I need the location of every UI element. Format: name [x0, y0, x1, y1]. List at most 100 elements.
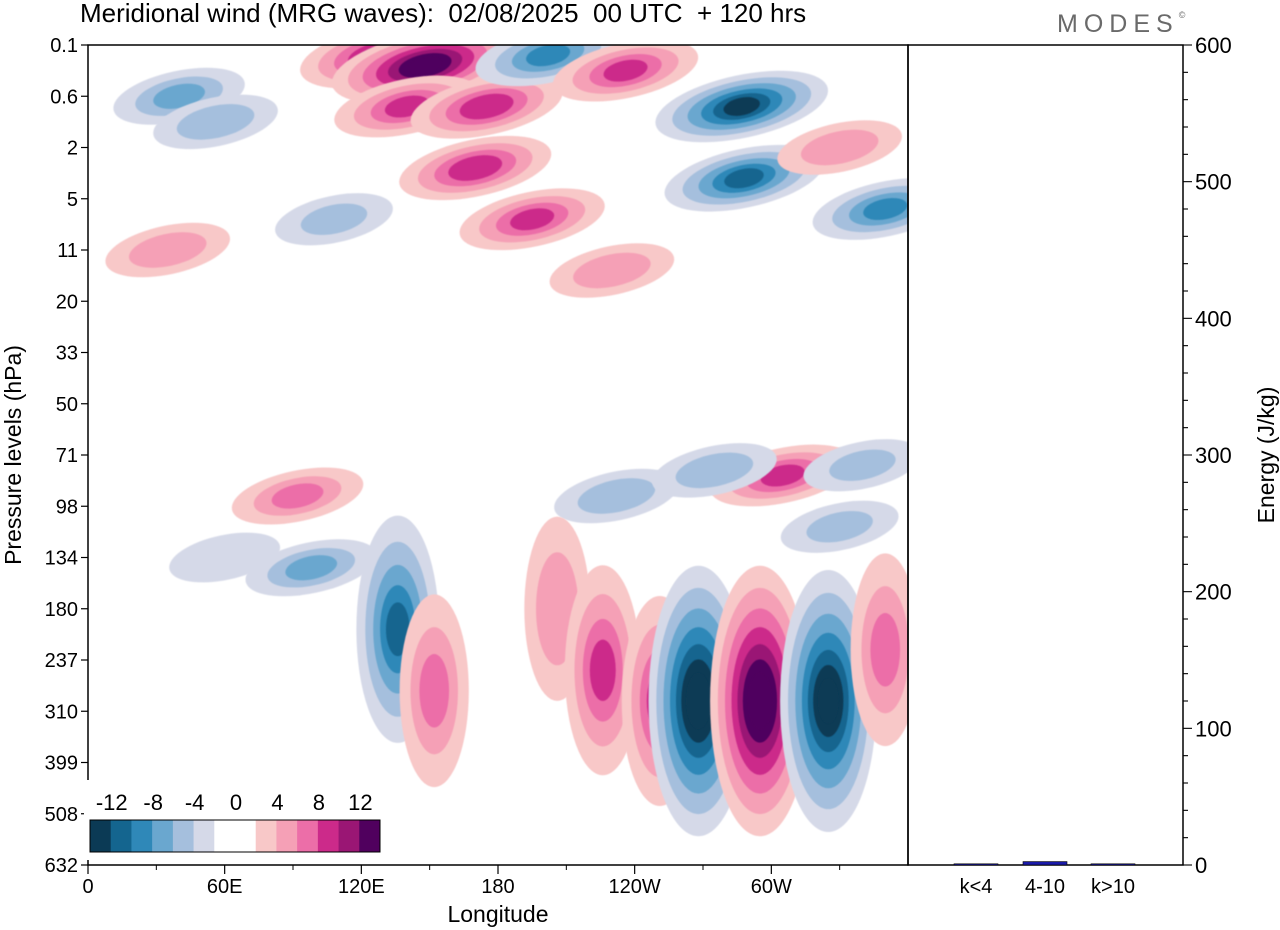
x-tick-label: 120E — [338, 876, 385, 898]
y-tick-label: 0.1 — [50, 35, 78, 57]
wind-cell — [153, 94, 278, 150]
wind-cell — [652, 443, 777, 498]
colorbar-bin — [110, 820, 132, 852]
contour-band — [448, 155, 503, 181]
colorbar: -12 -8 -4 0 4 8 12 — [84, 780, 386, 860]
contour-band — [800, 129, 879, 166]
colorbar-bin — [152, 820, 174, 852]
contour-band — [510, 208, 555, 231]
x-axis-label: Longitude — [447, 901, 548, 927]
y-tick-label: 134 — [45, 548, 78, 570]
y-tick-label: 508 — [45, 804, 78, 826]
colorbar-tick-label: 0 — [230, 790, 242, 815]
colorbar-bin — [90, 820, 112, 852]
wind-cell — [780, 500, 899, 553]
modes-logo: MODES© — [1057, 10, 1185, 39]
contour-band — [153, 83, 205, 109]
y-tick-label: 98 — [56, 496, 78, 518]
contour-band — [603, 59, 648, 82]
contour-band — [459, 93, 514, 120]
energy-axis-label: Energy (J/kg) — [1253, 387, 1279, 524]
y-tick-label: 71 — [56, 445, 78, 467]
wind-cell — [850, 553, 908, 747]
energy-bar — [1022, 861, 1068, 866]
contour-band — [686, 672, 711, 730]
wind-cell — [459, 188, 605, 251]
colorbar-bin — [193, 820, 215, 852]
colorbar-bin — [214, 820, 236, 852]
wind-cell — [410, 74, 563, 139]
colorbar-frame — [89, 819, 381, 853]
energy-panel: 0 100 200 300 400 500 600 Energy (J/kg) k<4 4-10 k… — [907, 33, 1279, 898]
energy-tick-label: 100 — [1195, 716, 1232, 741]
wind-cell — [399, 594, 469, 788]
y-tick-label: 399 — [45, 753, 78, 775]
contour-band — [760, 464, 805, 487]
colorbar-tick-label: -12 — [96, 790, 128, 815]
wind-cell — [803, 439, 908, 492]
contour-band — [806, 511, 873, 543]
y-tick-label: 5 — [67, 189, 78, 211]
contour-band — [176, 104, 255, 140]
y-tick-label: 2 — [67, 138, 78, 160]
energy-frame — [907, 44, 1184, 866]
energy-tick-label: 300 — [1195, 443, 1232, 468]
chart-title: Meridional wind (MRG waves): 02/08/2025 … — [80, 0, 807, 28]
wind-cell — [554, 468, 679, 524]
energy-tick-label: 500 — [1195, 170, 1232, 195]
x-tick-label: 0 — [82, 876, 93, 898]
wind-cell — [105, 222, 231, 278]
contour-band — [408, 56, 443, 75]
contour-band — [285, 555, 338, 581]
colorbar-bin — [338, 820, 360, 852]
wind-cell — [710, 565, 810, 837]
colorbar-tick-label: 8 — [313, 790, 325, 815]
contour-band — [870, 612, 901, 687]
colorbar-bin — [255, 820, 277, 852]
contour-band — [385, 602, 410, 657]
contour-band — [573, 252, 651, 289]
wind-cell — [245, 539, 377, 597]
colorbar-tick-label: -8 — [143, 790, 163, 815]
contour-band — [817, 678, 839, 724]
contour-band — [675, 452, 754, 489]
y-tick-label: 33 — [56, 343, 78, 365]
wind-cell — [399, 135, 552, 201]
wind-cell — [552, 45, 699, 102]
energy-tick-label: 0 — [1195, 853, 1207, 878]
wind-cell — [777, 120, 902, 175]
energy-tick-label: 200 — [1195, 580, 1232, 605]
colorbar-bin — [359, 820, 381, 852]
y-tick-label: 237 — [45, 650, 78, 672]
contour-band — [863, 198, 908, 220]
y-tick-label: 310 — [45, 701, 78, 723]
colorbar-bin — [317, 820, 339, 852]
contour-band — [419, 653, 450, 728]
energy-category-label: k<4 — [960, 876, 993, 898]
brand-name: MODES — [1057, 10, 1179, 38]
x-tick-label: 120W — [609, 876, 661, 898]
y-tick-label: 0.6 — [50, 86, 78, 108]
wind-cell — [564, 565, 641, 776]
colorbar-bin — [131, 820, 153, 852]
x-tick-label: 180 — [481, 876, 514, 898]
colorbar-bin — [276, 820, 298, 852]
contour-band — [271, 483, 324, 509]
contour-band — [128, 232, 207, 268]
wind-cell — [812, 178, 908, 240]
y-tick-label: 20 — [56, 291, 78, 313]
y-axis-label: Pressure levels (hPa) — [0, 345, 26, 565]
y-tick-label: 11 — [57, 240, 78, 262]
contour-band — [589, 639, 616, 701]
wind-cell — [231, 467, 364, 525]
x-tick-label: 60W — [751, 876, 792, 898]
colorbar-tick-label: 4 — [271, 790, 283, 815]
colorbar-bin — [297, 820, 319, 852]
contour-band — [526, 45, 571, 67]
colorbar-bin — [235, 820, 257, 852]
colorbar-tick-label: -4 — [185, 790, 205, 815]
colorbar-tick-label: 12 — [348, 790, 372, 815]
energy-tick-label: 400 — [1195, 306, 1232, 331]
energy-category-label: k>10 — [1091, 876, 1135, 898]
energy-tick-label: 600 — [1195, 33, 1232, 58]
